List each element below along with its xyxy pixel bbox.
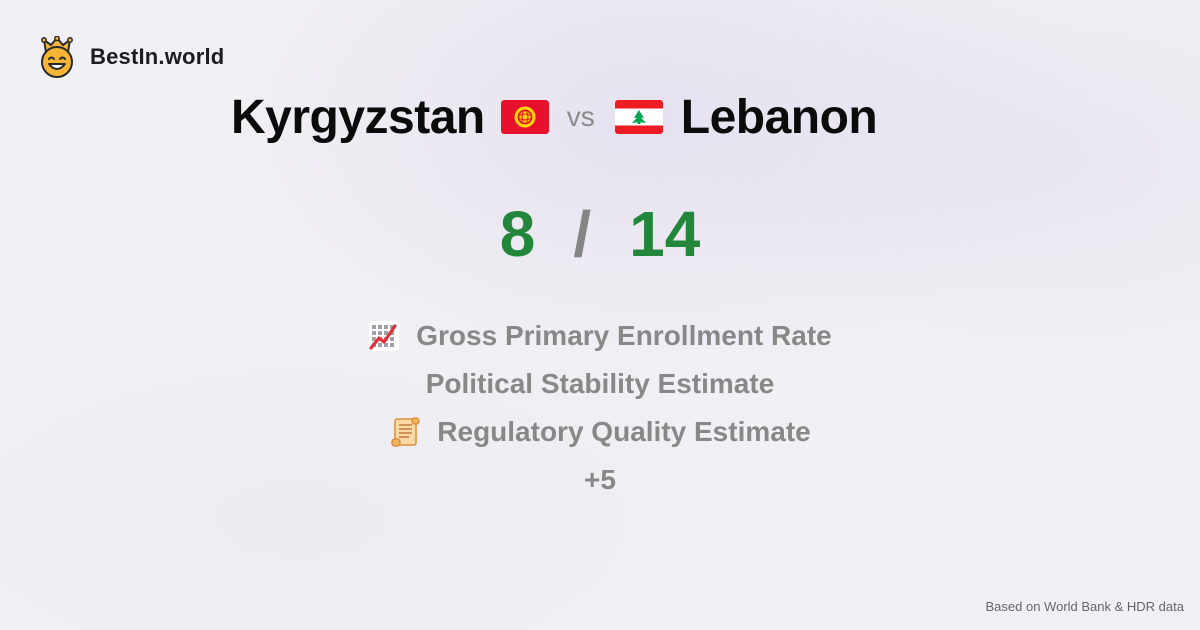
- metric-label: Political Stability Estimate: [425, 368, 775, 399]
- right-score: 14: [629, 198, 701, 270]
- brand-name: BestIn.world: [90, 44, 225, 69]
- metric-label: Gross Primary Enrollment Rate: [416, 320, 832, 351]
- metric-item: Political Stability Estimate: [0, 360, 1200, 408]
- lebanon-flag-icon: [614, 100, 663, 134]
- scroll-icon: [391, 417, 421, 447]
- comparison-title: Kyrgyzstan vs Lebanon: [231, 88, 878, 146]
- metric-item: Regulatory Quality Estimate: [0, 408, 1200, 456]
- score-separator: /: [573, 198, 592, 270]
- brand[interactable]: BestIn.world: [38, 36, 224, 78]
- metric-label: Regulatory Quality Estimate: [437, 416, 811, 447]
- vs-label: vs: [566, 101, 595, 132]
- left-score: 8: [499, 198, 536, 270]
- metrics-list: Gross Primary Enrollment Rate Political …: [0, 312, 1200, 504]
- score: 8 / 14: [0, 194, 1200, 274]
- left-country-name[interactable]: Kyrgyzstan: [231, 90, 485, 144]
- smiling-crown-face-icon: [41, 36, 73, 78]
- chart-increasing-icon: [369, 321, 400, 351]
- metric-item: Gross Primary Enrollment Rate: [0, 312, 1200, 360]
- data-source-note: Based on World Bank & HDR data: [985, 599, 1184, 614]
- right-country-name[interactable]: Lebanon: [680, 90, 878, 144]
- more-metrics-link[interactable]: +5: [584, 464, 616, 495]
- kyrgyzstan-flag-icon: [500, 100, 549, 134]
